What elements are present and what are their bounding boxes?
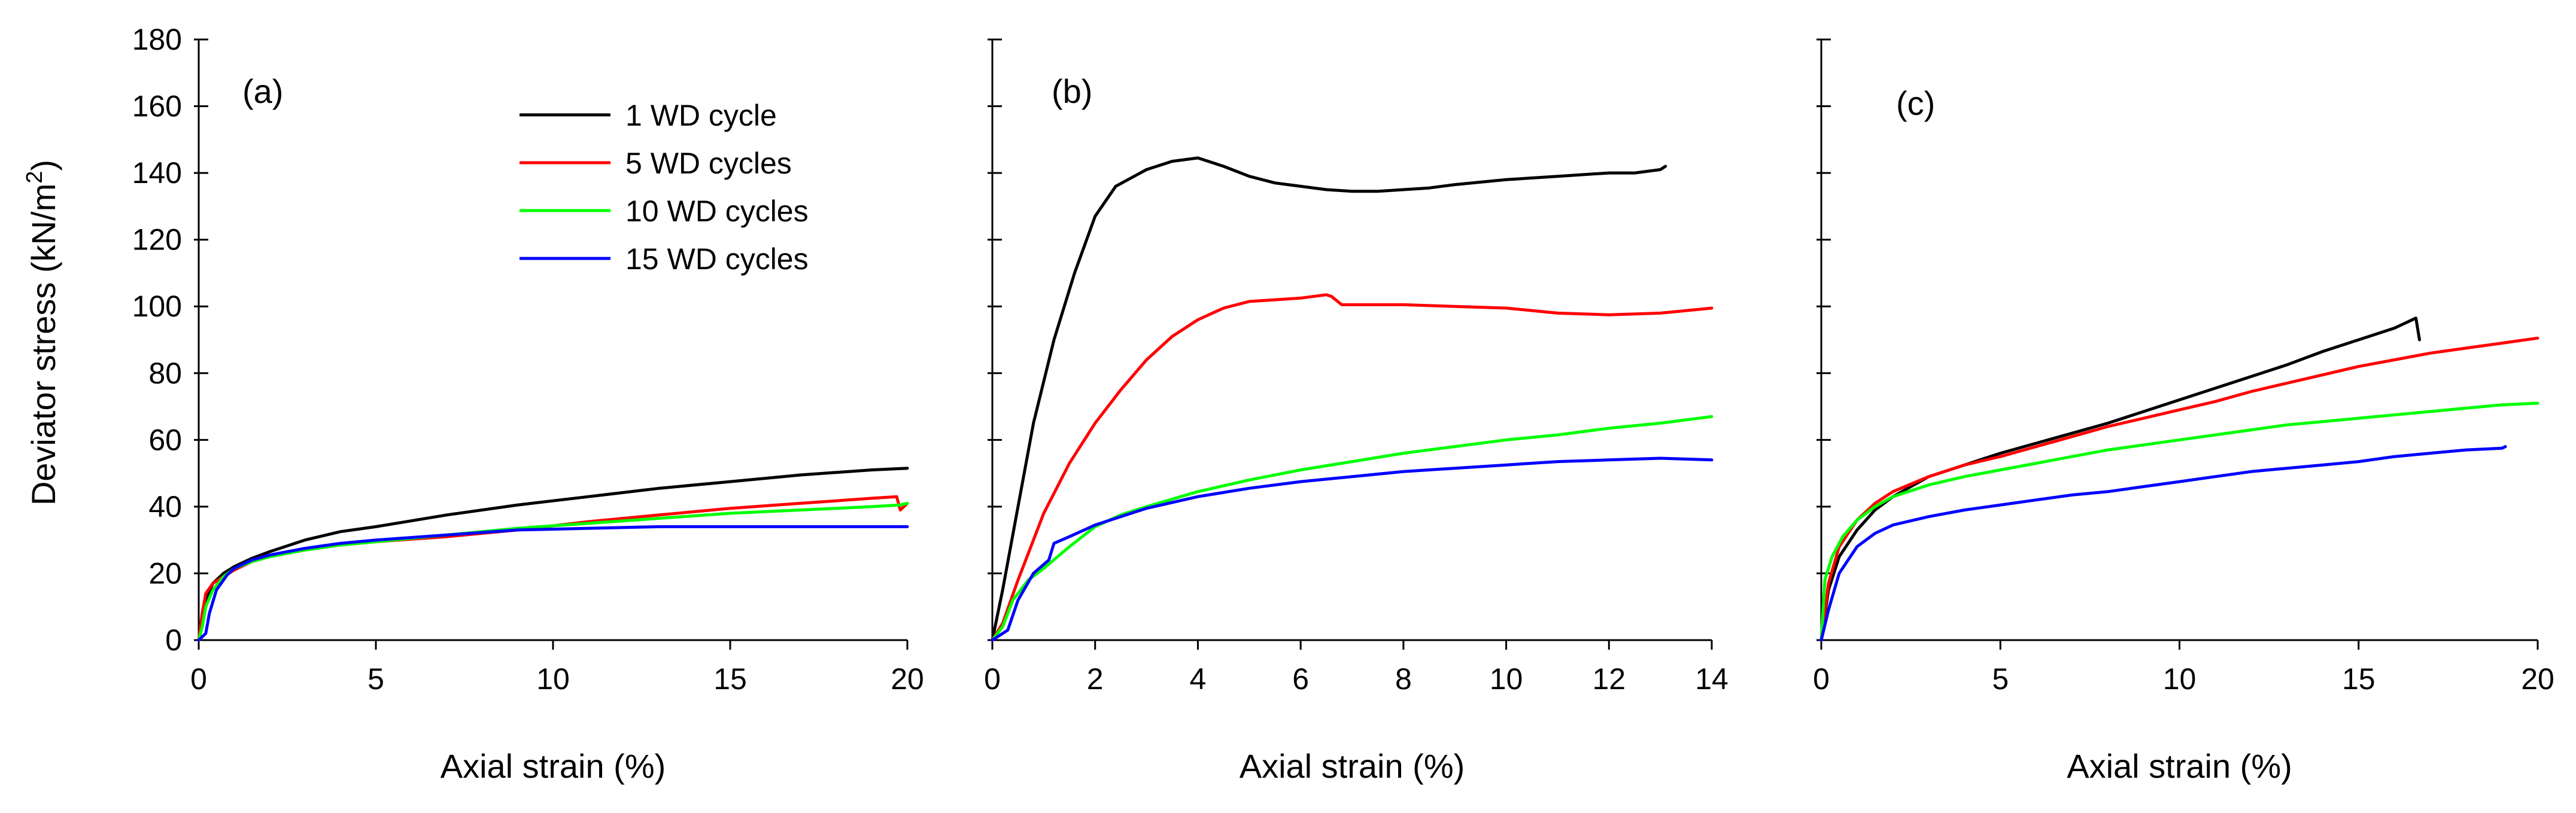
y-tick-label: 100	[132, 290, 182, 323]
x-tick-label: 6	[1292, 662, 1309, 696]
legend-label-10-wd-cycles: 10 WD cycles	[625, 194, 809, 228]
y-tick-label: 140	[132, 156, 182, 190]
y-tick-label: 80	[148, 357, 182, 390]
panel-label: (a)	[242, 72, 283, 110]
x-tick-label: 0	[190, 662, 207, 696]
x-axis-title: Axial strain (%)	[1240, 747, 1465, 785]
legend-label-1-wd-cycle: 1 WD cycle	[625, 99, 777, 132]
legend: 1 WD cycle 5 WD cycles 10 WD cycles 15 W…	[520, 99, 809, 276]
y-axis-title-superscript: 2	[22, 171, 47, 184]
panel-c: 0 5 10 15 20 Axial strain (%) (c)	[1813, 38, 2554, 785]
x-tick-label: 20	[2521, 662, 2554, 696]
y-tick-label: 180	[132, 23, 182, 56]
x-tick-label: 4	[1190, 662, 1207, 696]
x-tick-label: 0	[984, 662, 1001, 696]
y-tick-label: 60	[148, 423, 182, 456]
x-tick-label: 2	[1087, 662, 1104, 696]
y-tick-label: 20	[148, 556, 182, 590]
series-line-1-wd-cycle	[1819, 316, 2421, 642]
x-tick-label: 8	[1395, 662, 1412, 696]
x-tick-label: 15	[713, 662, 747, 696]
series-line-15-wd-cycles	[197, 525, 909, 642]
series-line-10-wd-cycles	[197, 501, 909, 642]
x-axis-title: Axial strain (%)	[2067, 747, 2292, 785]
series-line-1-wd-cycle	[197, 467, 909, 642]
series-line-15-wd-cycles	[1819, 445, 2507, 642]
y-tick-label: 0	[165, 623, 182, 657]
y-tick-label: 120	[132, 223, 182, 257]
y-tick-label: 160	[132, 90, 182, 123]
series-line-10-wd-cycles	[991, 415, 1714, 642]
panel-label: (c)	[1896, 84, 1935, 122]
x-tick-label: 10	[2163, 662, 2197, 696]
series-line-1-wd-cycle	[991, 156, 1667, 642]
series-line-5-wd-cycles	[991, 293, 1714, 642]
series-line-15-wd-cycles	[991, 456, 1714, 642]
x-tick-label: 5	[367, 662, 384, 696]
y-axis-title: Deviator stress (kN/m2)	[22, 160, 62, 506]
y-tick-label: 40	[148, 490, 182, 523]
x-tick-label: 10	[1490, 662, 1523, 696]
series-line-10-wd-cycles	[1819, 401, 2539, 642]
x-tick-label: 10	[536, 662, 570, 696]
x-tick-label: 0	[1813, 662, 1830, 696]
x-tick-label: 12	[1592, 662, 1626, 696]
series-line-5-wd-cycles	[1819, 336, 2539, 642]
panel-label: (b)	[1052, 72, 1092, 110]
panel-a: 0 20 40 60 80 100 120 140 160 180 0 5 10 15 20 Axial st…	[132, 23, 924, 785]
x-axis-title: Axial strain (%)	[441, 747, 666, 785]
x-tick-label: 14	[1695, 662, 1729, 696]
x-tick-label: 5	[1992, 662, 2009, 696]
legend-label-5-wd-cycles: 5 WD cycles	[625, 147, 792, 180]
panel-b: 0 2 4 6 8 10 12 14 Axial strain (%) (b)	[984, 38, 1729, 785]
y-axis-title-close: )	[25, 160, 62, 171]
series-line-5-wd-cycles	[197, 495, 909, 642]
x-tick-label: 20	[891, 662, 924, 696]
x-tick-label: 15	[2342, 662, 2375, 696]
legend-label-15-wd-cycles: 15 WD cycles	[625, 242, 809, 276]
